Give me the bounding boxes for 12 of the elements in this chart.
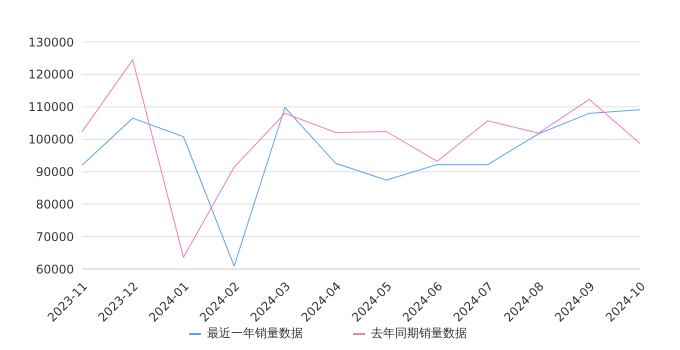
y-tick-label: 110000 (28, 100, 74, 114)
y-tick-label: 90000 (36, 164, 74, 179)
legend-label: 去年同期销量数据 (370, 325, 467, 342)
line-series (82, 59, 640, 258)
legend-label: 最近一年销量数据 (206, 325, 303, 342)
y-tick-label: 130000 (28, 35, 74, 50)
y-tick-label: 120000 (28, 68, 74, 82)
y-tick-label: 100000 (28, 132, 74, 147)
y-tick-label: 70000 (36, 230, 74, 244)
line-series (82, 107, 640, 267)
y-tick-label: 60000 (36, 262, 74, 276)
y-tick-label: 80000 (36, 197, 74, 212)
